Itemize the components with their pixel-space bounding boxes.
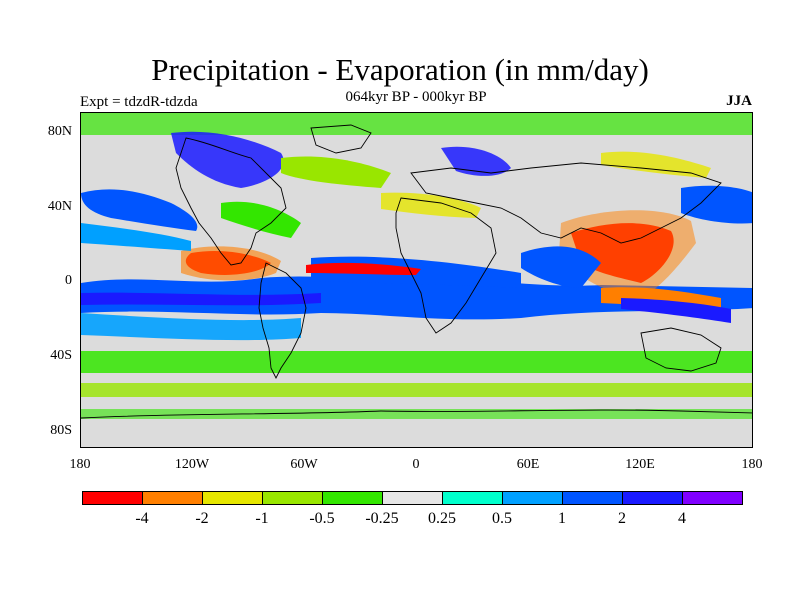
colorbar-swatch [142,491,203,505]
x-tick-label: 120W [174,457,210,472]
season-label: JJA [726,93,752,109]
colorbar-swatch [502,491,563,505]
experiment-label: Expt = tdzdR-tdzda [80,94,198,110]
colorbar-label: 2 [618,510,626,527]
colorbar-label: 0.25 [428,510,456,527]
x-tick-label: 60E [516,457,540,472]
colorbar-swatch [82,491,143,505]
colorbar-swatch [322,491,383,505]
colorbar-swatch [202,491,263,505]
y-tick-label: 80N [47,124,72,139]
colorbar-label: -0.5 [309,510,335,527]
x-tick-label: 0 [412,457,420,472]
colorbar-swatch [442,491,503,505]
colorbar-swatch [262,491,323,505]
y-tick-label: 40S [50,348,72,363]
colorbar-label: 1 [558,510,566,527]
colorbar-swatch [622,491,683,505]
colorbar-swatch [682,491,743,505]
map-canvas [81,113,752,447]
colorbar-label: -0.25 [365,510,399,527]
colorbar-label: -1 [255,510,269,527]
colorbar-label: 0.5 [492,510,512,527]
colorbar-label: -2 [195,510,209,527]
colorbar-label: -4 [135,510,149,527]
page-title: Precipitation - Evaporation (in mm/day) [151,52,649,87]
x-tick-label: 120E [625,457,655,472]
colorbar-swatch [562,491,623,505]
subtitle: 064kyr BP - 000kyr BP [345,89,487,105]
y-tick-label: 40N [47,199,72,214]
y-tick-label: 0 [65,273,72,288]
colorbar-swatch [382,491,443,505]
x-tick-label: 180 [69,457,91,472]
colorbar-label: 4 [678,510,686,527]
colorbar [82,491,743,505]
x-tick-label: 180 [741,457,763,472]
precipitation-map [80,112,753,448]
x-tick-label: 60W [290,457,318,472]
y-tick-label: 80S [50,423,72,438]
